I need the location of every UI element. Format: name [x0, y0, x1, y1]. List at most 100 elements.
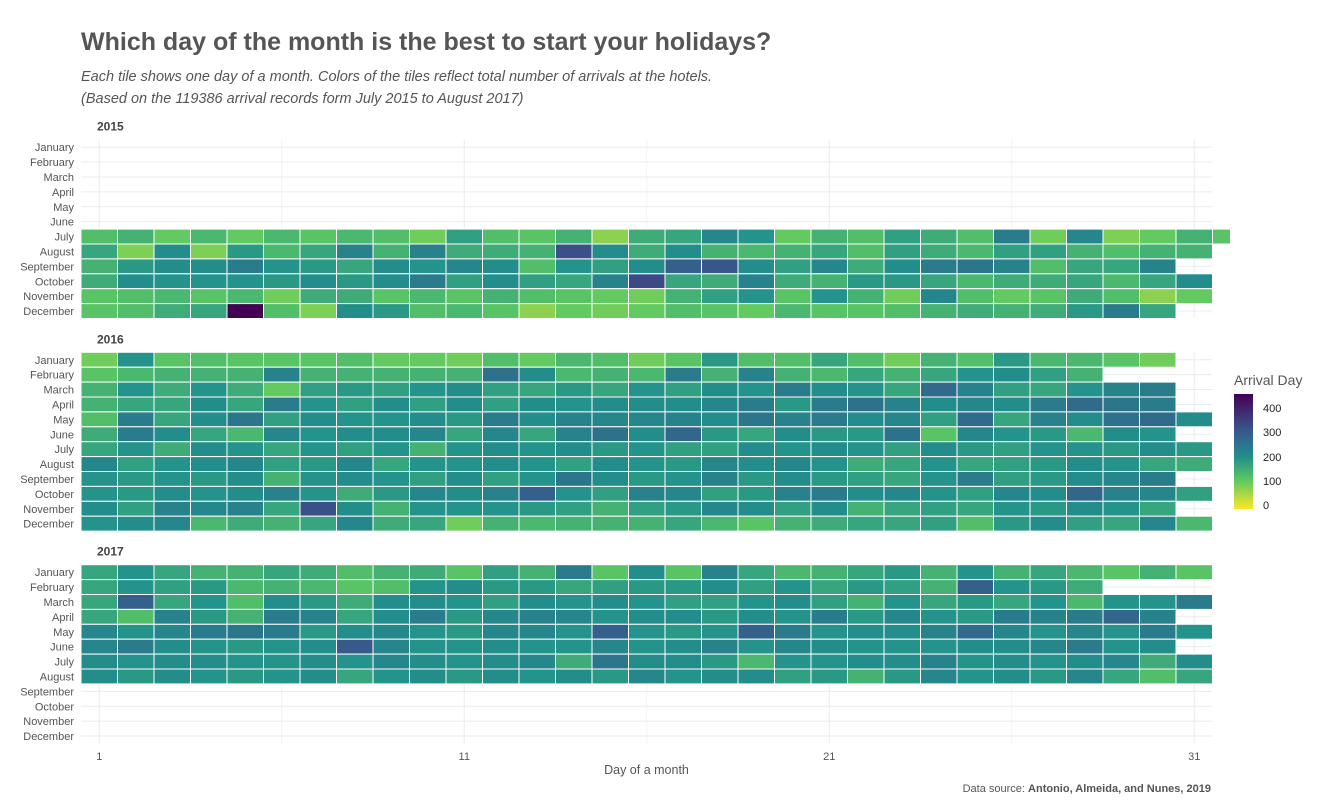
day-tile: [1139, 653, 1177, 670]
day-tile: [993, 564, 1031, 581]
day-tile: [920, 243, 958, 260]
day-tile: [226, 273, 264, 290]
day-tile: [628, 623, 666, 640]
day-tile: [117, 638, 155, 655]
day-tile: [117, 258, 155, 275]
day-tile: [153, 564, 191, 581]
day-tile: [956, 456, 994, 473]
day-tile: [445, 515, 483, 532]
day-tile: [737, 515, 775, 532]
day-tile: [810, 411, 848, 428]
day-tile: [1175, 623, 1213, 640]
day-tile: [409, 258, 447, 275]
day-tile: [482, 303, 520, 320]
day-tile: [153, 303, 191, 320]
day-tile: [956, 471, 994, 487]
day-tile: [993, 638, 1031, 655]
month-label: April: [52, 399, 74, 411]
day-tile: [847, 653, 885, 670]
day-tile: [226, 579, 264, 595]
day-tile: [299, 243, 337, 260]
day-tile: [372, 366, 410, 383]
day-tile: [1029, 396, 1067, 413]
day-tile: [774, 594, 812, 610]
day-tile: [664, 579, 702, 595]
day-tile: [372, 441, 410, 458]
day-tile: [263, 273, 301, 290]
day-tile: [1066, 623, 1104, 640]
day-tile: [80, 594, 118, 610]
day-tile: [117, 653, 155, 670]
day-tile: [993, 411, 1031, 428]
day-tile: [445, 456, 483, 473]
day-tile: [555, 258, 593, 275]
day-tile: [628, 381, 666, 398]
day-tile: [1029, 303, 1067, 320]
day-tile: [993, 303, 1031, 320]
day-tile: [190, 426, 228, 443]
day-tile: [1066, 485, 1104, 502]
day-tile: [883, 668, 921, 685]
day-tile: [117, 243, 155, 260]
day-tile: [80, 288, 118, 305]
day-tile: [737, 668, 775, 685]
day-tile: [810, 426, 848, 443]
day-tile: [482, 500, 520, 517]
day-tile: [555, 456, 593, 473]
day-tile: [299, 273, 337, 290]
day-tile: [263, 515, 301, 532]
day-tile: [883, 288, 921, 305]
day-tile: [591, 441, 629, 458]
day-tile: [1102, 426, 1140, 443]
day-tile: [555, 396, 593, 413]
day-tile: [1139, 426, 1177, 443]
day-tile: [701, 564, 739, 581]
day-tile: [664, 500, 702, 517]
day-tile: [299, 515, 337, 532]
day-tile: [336, 471, 374, 487]
day-tile: [701, 426, 739, 443]
day-tile: [190, 258, 228, 275]
month-label: September: [20, 686, 74, 698]
day-tile: [80, 500, 118, 517]
day-tile: [80, 243, 118, 260]
panel-year-label: 2016: [97, 332, 124, 346]
day-tile: [518, 579, 556, 595]
day-tile: [847, 366, 885, 383]
day-tile: [263, 456, 301, 473]
day-tile: [226, 351, 264, 368]
day-tile: [190, 668, 228, 685]
x-tick-label: 1: [96, 751, 102, 763]
day-tile: [847, 243, 885, 260]
day-tile: [555, 243, 593, 260]
day-tile: [336, 351, 374, 368]
day-tile: [518, 668, 556, 685]
day-tile: [80, 426, 118, 443]
day-tile: [117, 441, 155, 458]
day-tile: [810, 381, 848, 398]
day-tile: [1102, 411, 1140, 428]
day-tile: [518, 426, 556, 443]
day-tile: [190, 273, 228, 290]
day-tile: [664, 653, 702, 670]
day-tile: [263, 500, 301, 517]
day-tile: [299, 471, 337, 487]
day-tile: [1066, 366, 1104, 383]
day-tile: [445, 623, 483, 640]
day-tile: [336, 485, 374, 502]
day-tile: [1139, 564, 1177, 581]
day-tile: [555, 485, 593, 502]
day-tile: [993, 500, 1031, 517]
day-tile: [263, 366, 301, 383]
day-tile: [810, 515, 848, 532]
day-tile: [80, 303, 118, 320]
day-tile: [1139, 288, 1177, 305]
day-tile: [883, 426, 921, 443]
day-tile: [263, 243, 301, 260]
day-tile: [336, 381, 374, 398]
day-tile: [409, 366, 447, 383]
day-tile: [117, 623, 155, 640]
day-tile: [482, 381, 520, 398]
day-tile: [664, 258, 702, 275]
day-tile: [847, 485, 885, 502]
